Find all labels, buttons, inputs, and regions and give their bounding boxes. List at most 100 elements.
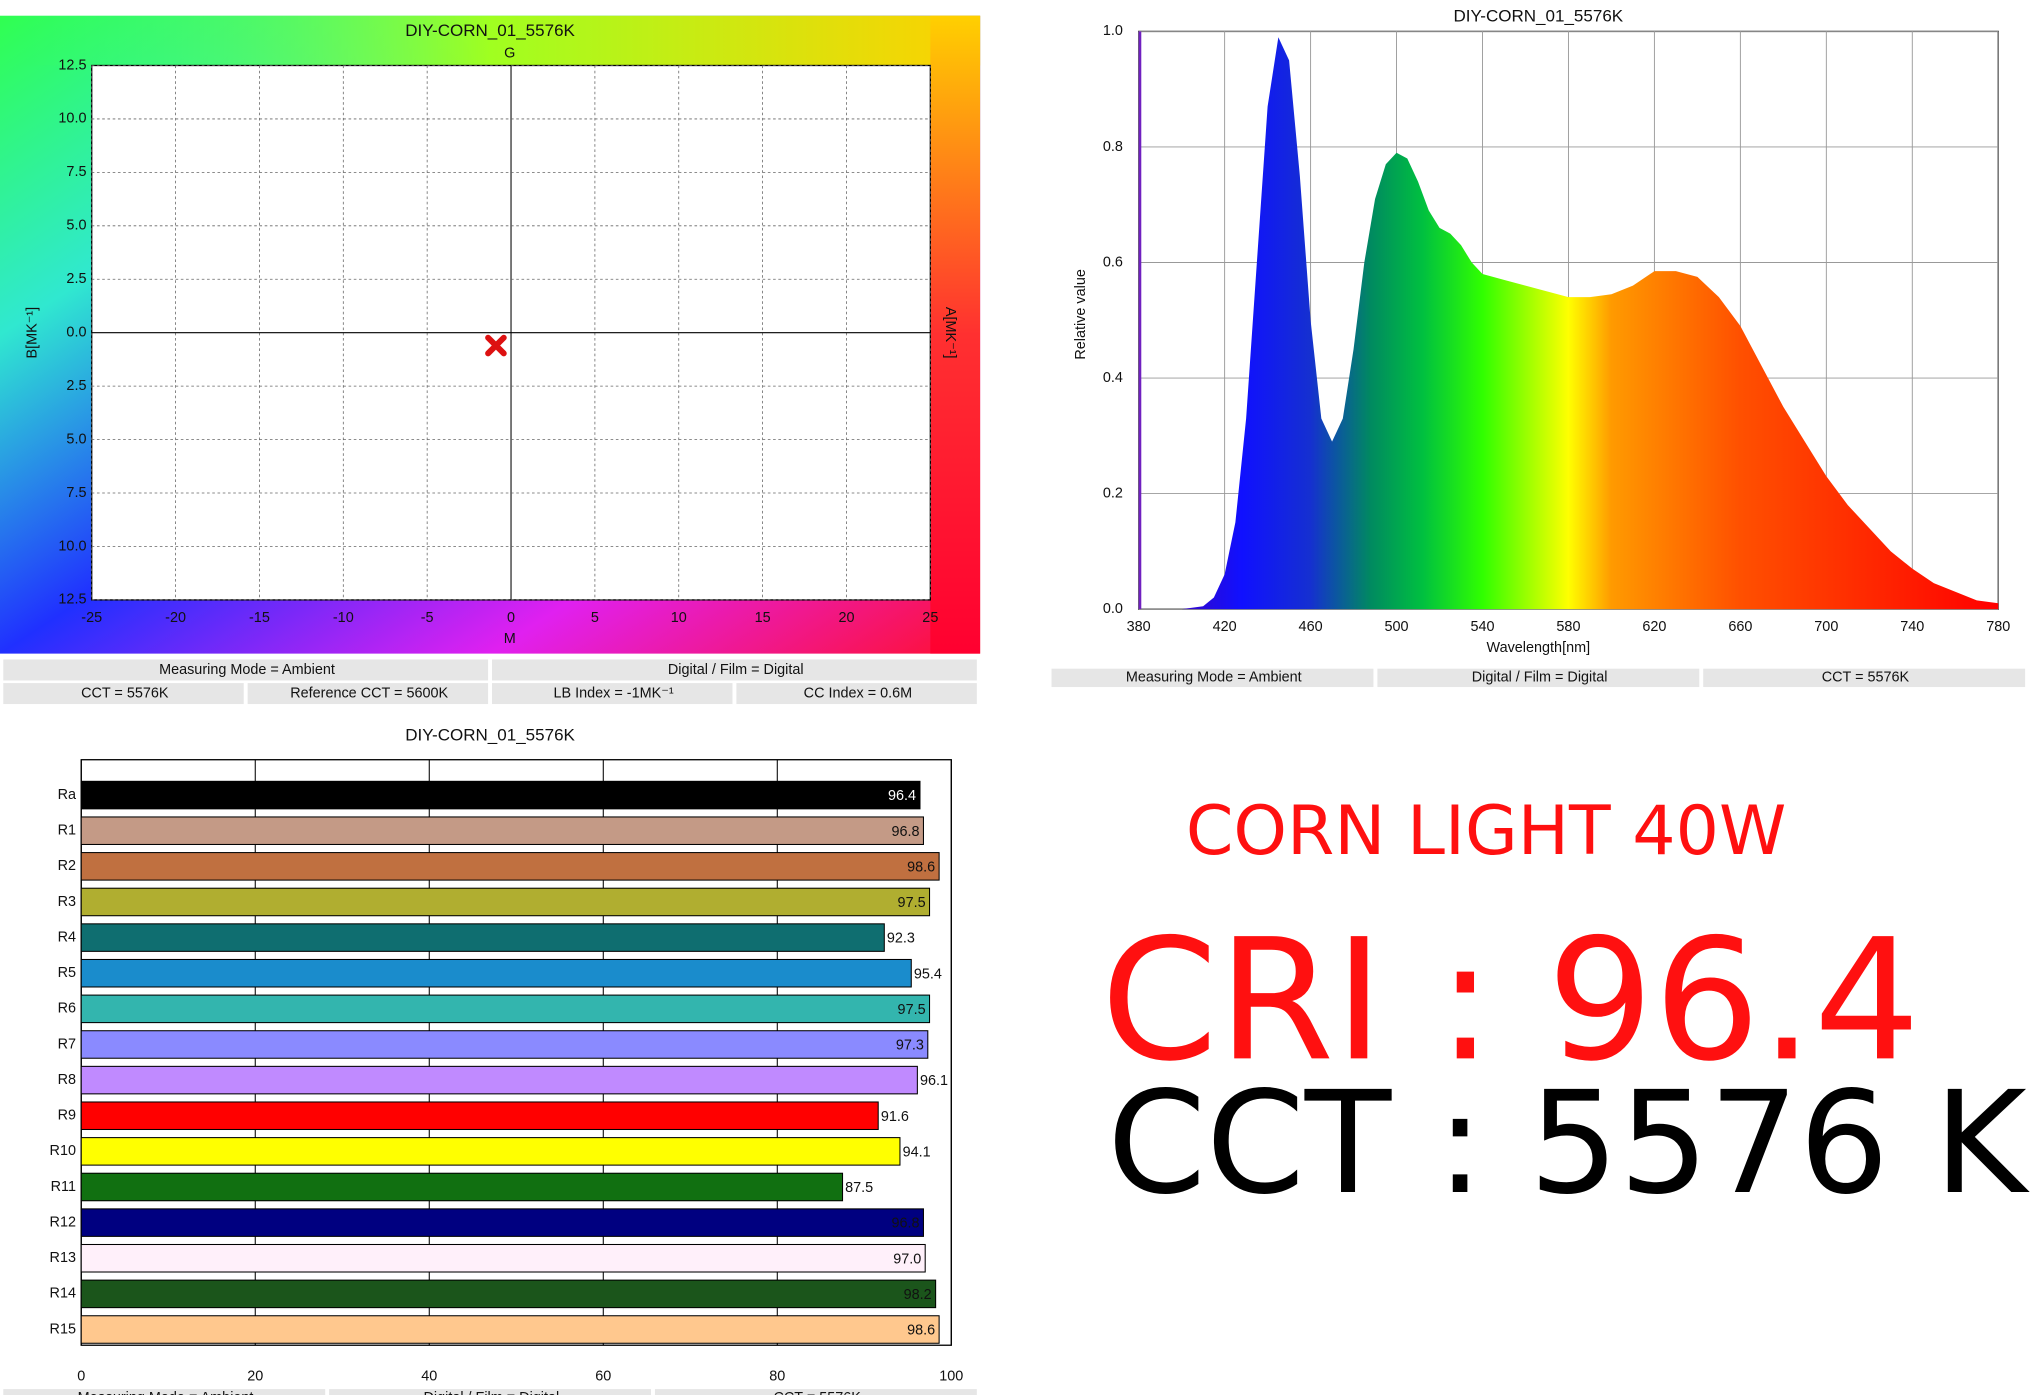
x-tick-label: 420 <box>1213 619 1237 635</box>
info-text: CCT = 5576K <box>81 685 169 701</box>
info-text: CC Index = 0.6M <box>804 685 913 701</box>
category-label: R13 <box>50 1250 76 1266</box>
bar <box>80 958 912 988</box>
y-tick-label: 0.0 <box>66 325 86 341</box>
x-tick-label: 60 <box>595 1368 611 1384</box>
chart-title: DIY-CORN_01_5576K <box>405 726 575 745</box>
x-tick-label: 620 <box>1642 619 1666 635</box>
category-label: R1 <box>58 823 76 839</box>
y-tick-label: 0.6 <box>1103 254 1123 270</box>
info-cell <box>490 658 979 682</box>
bar <box>80 816 924 845</box>
x-axis-label: M <box>504 631 516 647</box>
bar <box>80 780 921 810</box>
value-label: 87.5 <box>845 1180 873 1196</box>
info-cell <box>1 681 246 706</box>
bar <box>80 1065 918 1095</box>
value-label: 98.2 <box>904 1287 932 1303</box>
category-label: R4 <box>58 929 76 945</box>
info-cell <box>490 681 734 706</box>
info-text: Digital / Film = Digital <box>668 662 804 678</box>
x-tick-label: 0 <box>77 1368 85 1384</box>
value-label: 96.8 <box>891 1216 919 1232</box>
spectrum-area <box>1138 37 1999 610</box>
x-tick-label: 15 <box>755 610 771 626</box>
x-tick-label: 540 <box>1470 619 1494 635</box>
chart-title: DIY-CORN_01_5576K <box>405 21 575 40</box>
category-label: R3 <box>58 894 76 910</box>
info-text: Reference CCT = 5600K <box>290 685 448 701</box>
x-tick-label: 80 <box>769 1368 785 1384</box>
bar <box>80 1172 844 1202</box>
category-label: Ra <box>58 787 77 803</box>
x-tick-label: 25 <box>922 610 938 626</box>
info-cell <box>1 658 490 682</box>
x-tick-label: -15 <box>249 610 270 626</box>
cct-headline: CCT : 5576 K <box>1107 1062 2030 1226</box>
y-axis-label: B[MK⁻¹] <box>25 307 41 359</box>
bar <box>80 1243 926 1273</box>
y-tick-label: 12.5 <box>58 57 86 73</box>
y-tick-label: 0.0 <box>1103 601 1123 617</box>
value-label: 98.6 <box>907 1323 935 1339</box>
y-tick-label: 7.5 <box>66 164 86 180</box>
x-tick-label: -10 <box>333 610 354 626</box>
info-cell <box>1 1387 327 1395</box>
bar <box>80 1030 929 1059</box>
info-cell <box>735 681 979 706</box>
bar <box>80 1101 879 1131</box>
y-axis-label: Relative value <box>1073 269 1089 359</box>
x-tick-label: -20 <box>165 610 186 626</box>
y-tick-label: 12.5 <box>58 592 86 608</box>
x-tick-label: 780 <box>1986 619 2010 635</box>
info-text: Digital / Film = Digital <box>1472 670 1608 686</box>
category-label: R9 <box>58 1108 76 1124</box>
value-label: 96.8 <box>891 824 919 840</box>
value-label: 97.3 <box>896 1038 924 1054</box>
y-tick-label: 10.0 <box>58 538 86 554</box>
bar <box>80 1208 924 1237</box>
x-tick-label: 100 <box>939 1368 963 1384</box>
x-tick-label: -25 <box>81 610 102 626</box>
bar <box>80 923 885 952</box>
bar <box>80 887 931 917</box>
category-label: R8 <box>58 1072 76 1088</box>
y-tick-label: 0.2 <box>1103 485 1123 501</box>
bar <box>80 1279 937 1309</box>
y-tick-label: 5.0 <box>66 218 86 234</box>
value-label: 97.0 <box>893 1251 921 1267</box>
info-cell <box>1701 667 2027 689</box>
info-cell <box>653 1387 979 1395</box>
x-tick-label: 380 <box>1127 619 1151 635</box>
info-cell <box>1050 667 1375 689</box>
y-tick-label: 2.5 <box>66 378 86 394</box>
bar <box>80 994 931 1024</box>
category-label: R2 <box>58 858 76 874</box>
bar <box>80 852 940 881</box>
info-cell <box>246 681 490 706</box>
x-tick-label: 460 <box>1299 619 1323 635</box>
x-tick-label: 740 <box>1900 619 1924 635</box>
info-text: Measuring Mode = Ambient <box>1126 670 1302 686</box>
x-axis-label: Wavelength[nm] <box>1487 640 1591 656</box>
y-tick-label: 10.0 <box>58 111 86 127</box>
category-label: R5 <box>58 965 76 981</box>
category-label: R10 <box>50 1143 76 1159</box>
x-tick-label: 660 <box>1728 619 1752 635</box>
y-tick-label: 1.0 <box>1103 23 1123 39</box>
info-text: Measuring Mode = Ambient <box>159 662 335 678</box>
bar <box>80 1137 901 1166</box>
y-tick-label: 2.5 <box>66 271 86 287</box>
bar <box>80 1315 940 1344</box>
product-title: CORN LIGHT 40W <box>1186 792 1786 871</box>
y2-axis-label: A[MK⁻¹] <box>942 307 958 359</box>
value-label: 92.3 <box>887 931 915 947</box>
y-tick-label: 7.5 <box>66 485 86 501</box>
value-label: 96.4 <box>888 788 916 804</box>
x-tick-label: 580 <box>1556 619 1580 635</box>
info-text: LB Index = -1MK⁻¹ <box>553 685 673 701</box>
category-label: R7 <box>58 1036 76 1052</box>
category-label: R6 <box>58 1001 76 1017</box>
top-label: G <box>504 46 515 62</box>
